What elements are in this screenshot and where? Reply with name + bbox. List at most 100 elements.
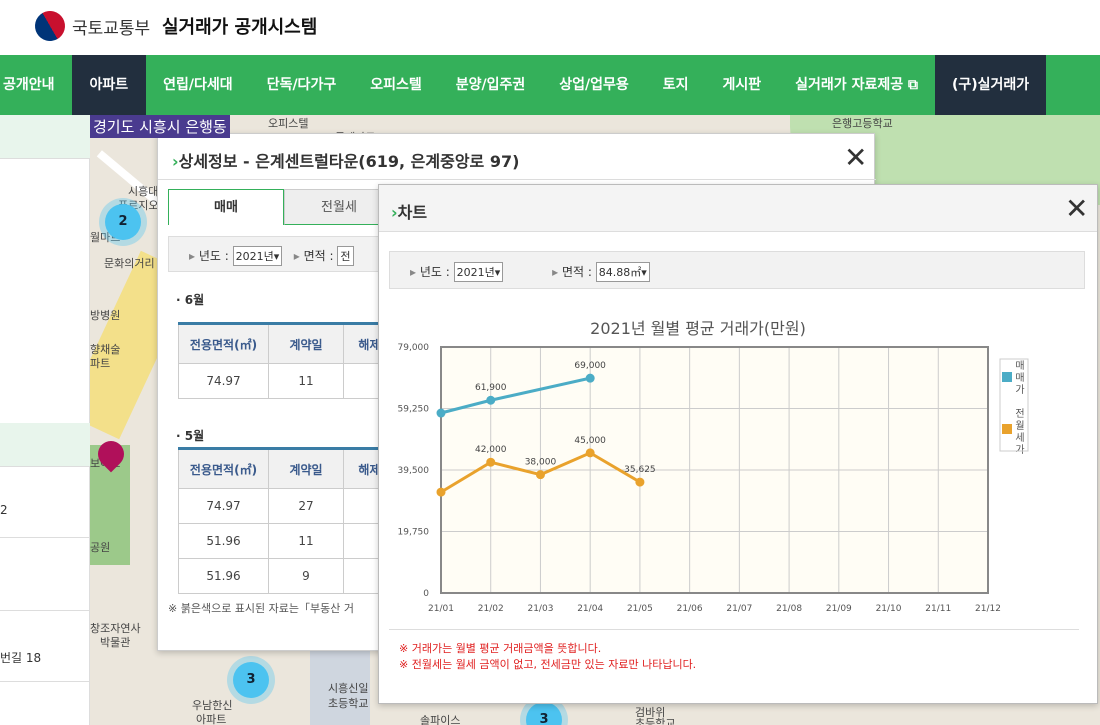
site-header: 국토교통부 실거래가 공개시스템 [0,0,1100,55]
nav-item-info[interactable]: 공개안내 [3,77,55,93]
x-tick-label: 21/12 [975,604,1001,614]
map-label: 검바위 [635,706,666,719]
legend-box [999,358,1029,452]
column-header: 전용면적(㎡) [178,323,269,364]
nav-item-row-house[interactable]: 연립/다세대 [163,77,233,93]
data-point [486,395,496,405]
sidebar-fragment: 번길 18 [0,651,42,665]
column-header: 계약일 [268,323,344,364]
nav-item-detached[interactable]: 단독/다가구 [266,77,337,93]
map-label: 초등학교 [328,697,369,710]
map-cluster[interactable]: 3 [526,702,562,725]
map-label: 초등학교 [635,717,676,725]
map-label: 공원 [90,541,111,554]
map-label: 파트 [90,357,111,370]
nav-item-presale[interactable]: 분양/입주권 [455,77,526,93]
data-point [635,477,645,487]
nav-item-old-system[interactable]: (구)실거래가 [934,55,1047,115]
x-tick-label: 21/11 [925,604,951,614]
column-header: 계약일 [268,448,344,489]
legend-label-char: 월 [1015,420,1024,432]
chart-notes: ※ 거래가는 월별 평균 거래금액을 뜻합니다. ※ 전월세는 월세 금액이 없… [399,641,696,673]
x-tick-label: 21/03 [527,604,553,614]
system-name[interactable]: 실거래가 공개시스템 [162,17,318,38]
x-tick-label: 21/09 [826,604,852,614]
sidebar-band [0,115,90,159]
map-label: 창조자연사 [90,622,141,635]
chart-note: ※ 전월세는 월세 금액이 없고, 전세금만 있는 자료만 나타납니다. [399,658,697,671]
chart-title: 2021년 월별 평균 거래가(만원) [590,319,806,338]
map-cluster[interactable]: 3 [233,662,269,698]
legend-label-char: 세 [1015,432,1024,444]
legend-label-char: 가 [1015,444,1024,456]
data-label: 42,000 [475,445,507,455]
data-point [436,487,446,497]
data-point [436,408,446,418]
map-label: 향채술 [90,343,121,356]
x-tick-label: 21/02 [478,604,504,614]
nav-item-officetel[interactable]: 오피스텔 [370,77,422,93]
nav-item-board[interactable]: 게시판 [722,77,762,93]
legend-label-char: 매 [1015,372,1024,384]
org-name: 국토교통부 [72,19,151,39]
x-tick-label: 21/06 [677,604,703,614]
map-label: 은행고등학교 [832,117,893,130]
legend-swatch [1002,372,1012,382]
sidebar: 2 번길 18 [0,115,90,725]
nav-item-land[interactable]: 토지 [662,77,689,93]
y-tick-label: 59,250 [398,405,430,415]
year-select[interactable]: 2021년▾ [232,246,283,266]
map-label: 오피스텔 [268,117,309,130]
column-header: 전용면적(㎡) [178,448,269,489]
legend-swatch [1002,424,1012,434]
data-point [585,448,595,458]
y-tick-label: 0 [423,589,429,599]
y-tick-label: 79,000 [398,343,430,353]
close-icon[interactable]: ✕ [844,141,868,174]
legend-label-char: 가 [1015,384,1024,396]
map-label: 방병원 [90,309,121,322]
map-cluster[interactable]: 2 [105,204,141,240]
map-label: 시흥대 [128,185,159,198]
tab-rent[interactable]: 전월세 [284,189,394,225]
map-label: 솔파이스 [420,714,461,725]
x-tick-label: 21/07 [726,604,752,614]
detail-filter-bar: ▸ 년도 : 2021년▾ ▸ 면적 : 전 [168,236,398,272]
detail-title: ›상세정보 - 은계센트럴타운(619, 은계중앙로 97) [172,152,520,171]
chart-note: ※ 거래가는 월별 평균 거래금액을 뜻합니다. [399,642,602,655]
close-icon[interactable]: ✕ [1065,192,1089,225]
legend-label-char: 매 [1015,360,1024,372]
data-point [486,457,496,467]
map-label: 우남한신 [192,699,233,712]
nav-item-commercial[interactable]: 상업/업무용 [559,77,629,93]
chart-filter-bar: ▸ 년도 : 2021년▾ ▸ 면적 : 84.88㎡▾ [389,251,1085,289]
main-nav: 공개안내 아파트 연립/다세대 단독/다가구 오피스텔 분양/입주권 상업/업무… [0,55,1100,115]
area-select[interactable]: 전 [337,246,354,266]
government-logo-icon[interactable] [29,5,71,47]
chart-area-select[interactable]: 84.88㎡▾ [595,262,650,282]
data-label: 45,000 [574,436,606,446]
plot-border [440,346,989,594]
map-label: 시흥신일 [328,682,369,695]
x-tick-label: 21/01 [428,604,454,614]
data-label: 35,625 [624,465,656,475]
location-banner: 경기도 시흥시 은행동 [90,115,230,138]
y-tick-label: 19,750 [398,528,430,538]
nav-item-apartment[interactable]: 아파트 [71,55,147,115]
tab-sale[interactable]: 매매 [168,189,284,225]
x-tick-label: 21/04 [577,604,603,614]
chart-year-select[interactable]: 2021년▾ [453,262,504,282]
chart-panel-title: ›차트 [391,203,428,222]
legend-label-char: 전 [1015,408,1024,420]
detail-note: ※ 붉은색으로 표시된 자료는「부동산 거 [168,602,355,615]
x-tick-label: 21/10 [876,604,902,614]
x-tick-label: 21/08 [776,604,802,614]
sidebar-band [0,423,90,467]
y-tick-label: 39,500 [398,466,430,476]
sidebar-fragment: 2 [0,503,8,517]
nav-item-data-download[interactable]: 실거래가 자료제공 ⧉ [795,77,918,93]
table-row[interactable]: 51.96 9 [178,558,418,594]
data-label: 38,000 [525,458,557,468]
map-label: 박물관 [100,636,131,649]
x-tick-label: 21/05 [627,604,653,614]
